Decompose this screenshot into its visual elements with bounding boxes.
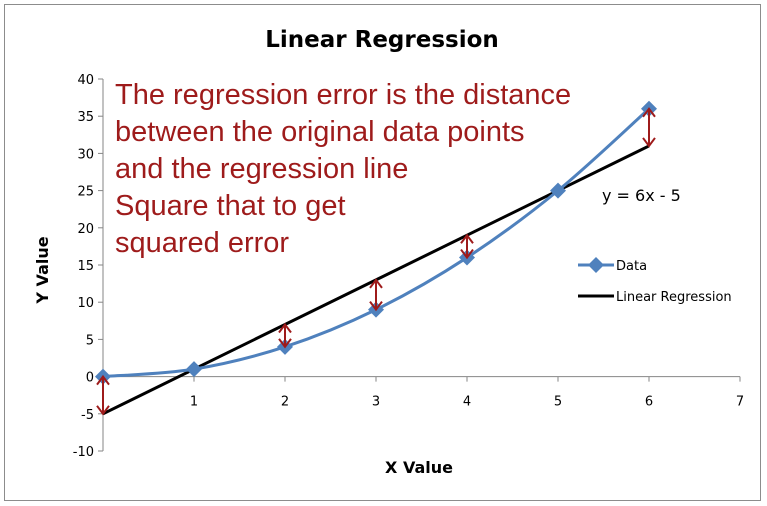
annotation-line-2: between the original data points — [115, 116, 525, 148]
y-tick-label: 20 — [77, 222, 94, 237]
x-tick-label: 7 — [736, 395, 744, 410]
legend-label-data: Data — [616, 259, 647, 274]
x-tick-label: 3 — [372, 395, 380, 410]
data-point-marker — [550, 182, 566, 199]
legend-data-marker — [588, 257, 604, 273]
y-tick-label: 35 — [77, 110, 94, 125]
x-tick-label: 6 — [645, 395, 653, 410]
error-arrow-head-bottom — [96, 405, 110, 416]
regression-equation: y = 6x - 5 — [602, 186, 681, 205]
error-arrow-head-bottom — [460, 248, 474, 260]
x-tick-label: 5 — [554, 395, 562, 410]
error-arrow-head-top — [96, 374, 110, 386]
y-tick-label: 0 — [86, 371, 94, 386]
plot-area — [95, 100, 657, 416]
chart-title: Linear Regression — [265, 27, 499, 53]
legend-label-linear-regression: Linear Regression — [616, 290, 732, 305]
x-tick-label: 2 — [281, 395, 289, 410]
error-arrow-head-top — [460, 233, 474, 244]
legend: Data Linear Regression — [578, 257, 732, 305]
error-arrow — [96, 374, 110, 416]
y-tick-label: -5 — [81, 408, 94, 423]
y-tick-label: 30 — [77, 147, 94, 162]
error-arrow — [642, 107, 656, 148]
error-arrow-head-top — [278, 322, 292, 334]
y-tick-label: -10 — [73, 445, 94, 460]
data-point-marker — [186, 361, 202, 378]
error-arrow-head-bottom — [642, 137, 656, 148]
error-arrow-head-top — [369, 278, 383, 289]
y-tick-label: 15 — [77, 259, 94, 274]
x-axis-title: X Value — [385, 458, 453, 477]
y-tick-label: 25 — [77, 185, 94, 200]
annotation-line-4: Square that to get — [115, 190, 346, 222]
error-arrow — [369, 278, 383, 312]
y-axis-title: Y Value — [33, 236, 52, 304]
annotation-line-5: squared error — [115, 227, 289, 259]
legend-entry-data: Data — [578, 257, 647, 274]
x-tick-label: 1 — [190, 395, 198, 410]
y-tick-label: 40 — [77, 73, 94, 88]
annotation-line-1: The regression error is the distance — [115, 79, 571, 111]
x-tick-label: 4 — [463, 395, 471, 410]
legend-entry-linear-regression: Linear Regression — [578, 290, 732, 305]
annotation-line-3: and the regression line — [115, 153, 408, 185]
y-tick-label: 5 — [86, 333, 94, 348]
chart-frame — [4, 4, 761, 501]
error-arrow — [278, 322, 292, 349]
error-arrow-head-bottom — [278, 338, 292, 349]
annotation-block: The regression error is the distance bet… — [115, 79, 571, 259]
error-arrow-head-top — [642, 107, 656, 118]
y-tick-label: 10 — [77, 296, 94, 311]
error-arrow — [460, 233, 474, 260]
error-arrow-head-bottom — [369, 301, 383, 312]
